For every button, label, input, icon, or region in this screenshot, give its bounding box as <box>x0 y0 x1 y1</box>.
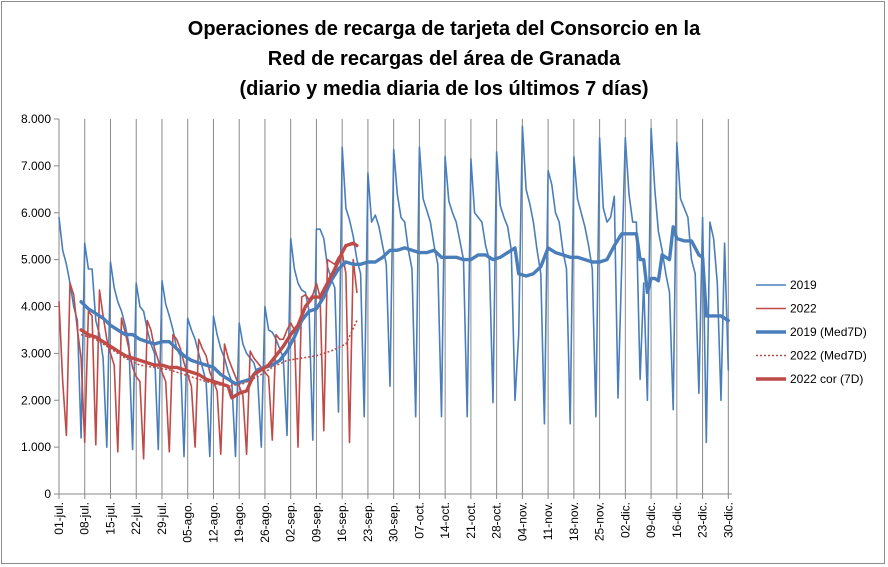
x-tick-label: 21-oct. <box>464 502 478 539</box>
y-tick-label: 4.000 <box>21 300 51 314</box>
series-line <box>79 225 730 386</box>
chart-title-line-1: Operaciones de recarga de tarjeta del Co… <box>187 18 701 40</box>
series-line <box>80 320 358 388</box>
x-tick-label: 22-jul. <box>129 502 143 535</box>
x-tick-label: 02-sep. <box>284 502 298 542</box>
chart-title: Operaciones de recarga de tarjeta del Co… <box>0 14 888 104</box>
y-tick-label: 6.000 <box>21 206 51 220</box>
x-tick-label: 09-dic. <box>644 502 658 538</box>
y-tick-label: 3.000 <box>21 346 51 360</box>
x-tick-label: 16-dic. <box>670 502 684 538</box>
axes: 0 1.000 2.000 3.000 4.000 5.000 6.000 7.000 8.00… <box>21 112 735 543</box>
x-tick-label: 11-nov. <box>541 502 555 540</box>
series-lines <box>58 125 730 460</box>
y-tick-label: 8.000 <box>21 112 51 126</box>
x-tick-label: 01-jul. <box>52 502 66 535</box>
x-tick-label: 12-ago. <box>206 502 220 543</box>
x-tick-label: 02-dic. <box>618 502 632 538</box>
x-tick-label: 30-dic. <box>721 502 735 538</box>
chart-title-line-2: Red de recargas del área de Granada <box>267 48 621 70</box>
y-tick-label: 0 <box>44 487 51 501</box>
legend-label: 2019 <box>790 278 817 292</box>
x-tick-label: 26-ago. <box>258 502 272 543</box>
series-line <box>79 241 359 400</box>
x-tick-label: 29-jul. <box>155 502 169 535</box>
x-tick-label: 09-sep. <box>309 502 323 542</box>
x-tick-label: 19-ago. <box>232 502 246 543</box>
legend-label: 2022 (Med7D) <box>790 349 867 363</box>
legend-label: 2022 cor (7D) <box>790 372 863 386</box>
x-tick-label: 28-oct. <box>490 502 504 539</box>
x-tick-label: 14-oct. <box>438 502 452 539</box>
series-line <box>58 125 730 458</box>
x-tick-label: 05-ago. <box>181 502 195 543</box>
x-tick-label: 04-nov. <box>515 502 529 541</box>
x-tick-label: 23-dic. <box>696 502 710 538</box>
legend-label: 2022 <box>790 302 817 316</box>
x-tick-label: 16-sep. <box>335 502 349 542</box>
x-tick-label: 25-nov. <box>593 502 607 541</box>
x-tick-label: 30-sep. <box>387 502 401 542</box>
y-tick-label: 2.000 <box>21 393 51 407</box>
y-tick-label: 7.000 <box>21 159 51 173</box>
x-tick-label: 08-jul. <box>78 502 92 535</box>
y-tick-label: 5.000 <box>21 253 51 267</box>
legend-label: 2019 (Med7D) <box>790 325 867 339</box>
chart-title-line-3: (diario y media diaria de los últimos 7 … <box>239 78 649 100</box>
legend: 2019 2022 2019 (Med7D) 2022 (Med7D) 2022 cor… <box>756 278 867 386</box>
y-tick-label: 1.000 <box>21 440 51 454</box>
x-tick-label: 23-sep. <box>361 502 375 542</box>
x-tick-label: 07-oct. <box>412 502 426 539</box>
x-tick-label: 15-jul. <box>103 502 117 535</box>
x-tick-label: 18-nov. <box>567 502 581 541</box>
